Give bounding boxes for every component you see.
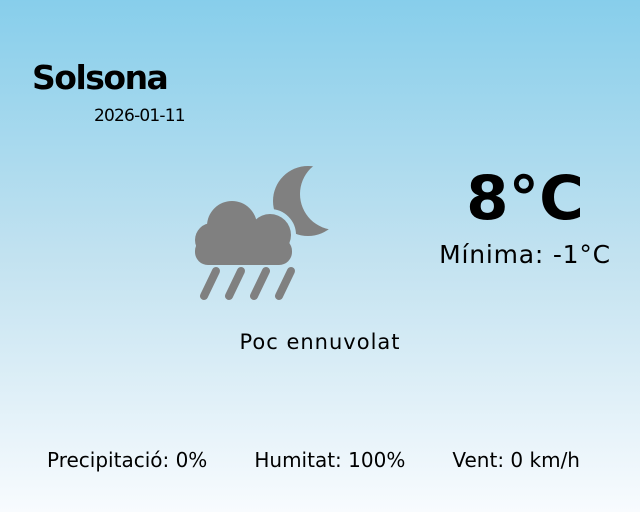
forecast-date: 2026-01-11 bbox=[94, 106, 186, 126]
rain-dashes bbox=[200, 267, 295, 300]
location-title: Solsona bbox=[32, 58, 169, 97]
cloud-shape bbox=[195, 201, 292, 265]
humidity-stat: Humitat: 100% bbox=[254, 448, 406, 472]
temperature-block: 8°C Mínima: -1°C bbox=[415, 168, 635, 270]
precipitation-stat: Precipitació: 0% bbox=[47, 448, 208, 472]
wind-stat: Vent: 0 km/h bbox=[452, 448, 580, 472]
moon-shape bbox=[273, 166, 343, 236]
current-temperature: 8°C bbox=[466, 163, 584, 234]
cloud-rain-moon-icon bbox=[195, 166, 343, 300]
min-temperature: Mínima: -1°C bbox=[439, 240, 611, 269]
condition-text: Poc ennuvolat bbox=[239, 330, 401, 354]
stats-row: Precipitació: 0% Humitat: 100% Vent: 0 k… bbox=[47, 447, 580, 473]
